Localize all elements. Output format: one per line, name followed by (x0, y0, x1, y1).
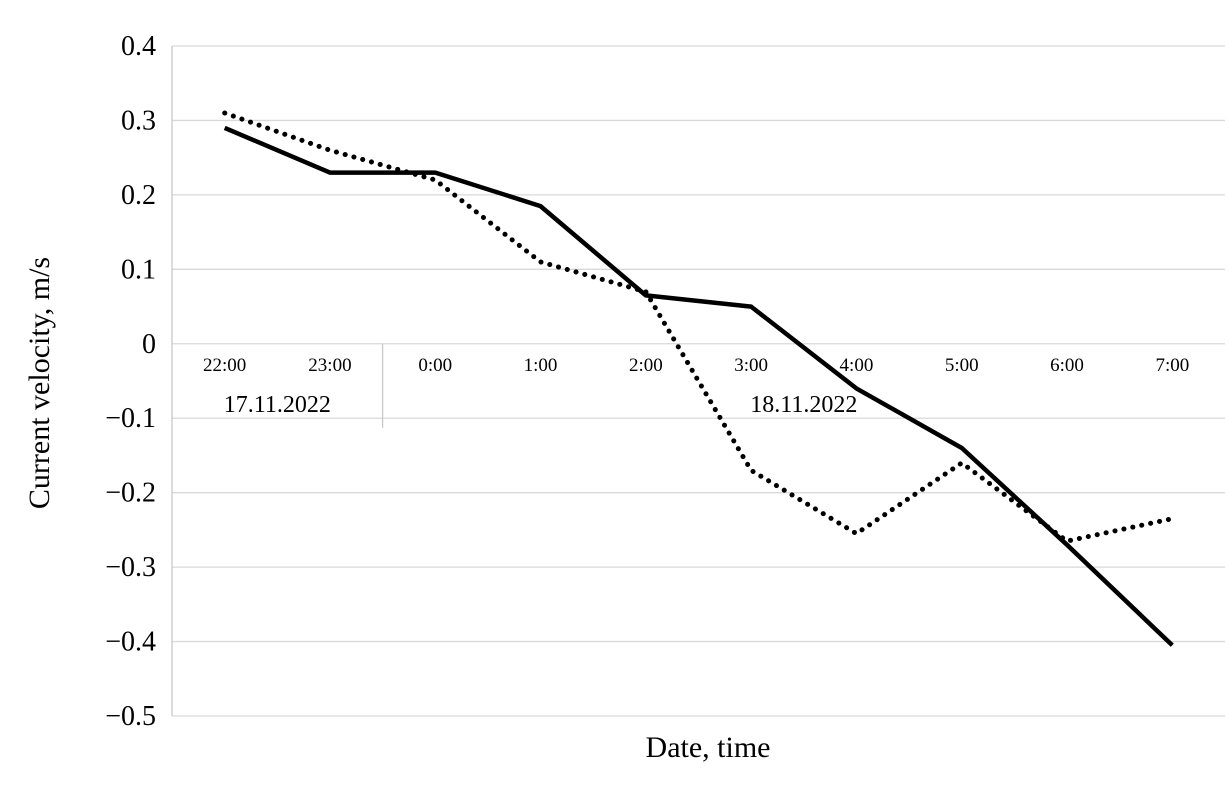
y-tick-label: 0 (142, 329, 156, 360)
x-tick-label: 0:00 (418, 355, 452, 376)
x-tick-label: 22:00 (203, 355, 246, 376)
y-tick-label: −0.5 (105, 701, 156, 732)
x-tick-label: 6:00 (1050, 355, 1084, 376)
date-group-label: 17.11.2022 (224, 392, 331, 418)
x-tick-label: 7:00 (1155, 355, 1189, 376)
x-tick-label: 2:00 (629, 355, 663, 376)
y-axis-title: Current velocity, m/s (23, 256, 56, 510)
x-tick-label: 3:00 (734, 355, 768, 376)
x-tick-label: 23:00 (308, 355, 351, 376)
y-tick-label: 0.3 (121, 105, 156, 136)
y-tick-label: −0.3 (105, 552, 156, 583)
x-tick-label: 4:00 (840, 355, 874, 376)
series-line-solid (223, 125, 1174, 647)
y-tick-label: −0.1 (105, 403, 156, 434)
x-tick-label: 1:00 (524, 355, 558, 376)
date-group-label: 18.11.2022 (750, 392, 857, 418)
y-tick-label: 0.2 (121, 180, 156, 211)
series-line-dotted (222, 110, 1175, 544)
y-tick-label: 0.1 (121, 254, 156, 285)
y-tick-label: −0.2 (105, 478, 156, 509)
y-tick-label: 0.4 (121, 31, 156, 62)
x-axis-title: Date, time (645, 731, 771, 764)
y-tick-label: −0.4 (105, 627, 156, 658)
x-tick-label: 5:00 (945, 355, 979, 376)
